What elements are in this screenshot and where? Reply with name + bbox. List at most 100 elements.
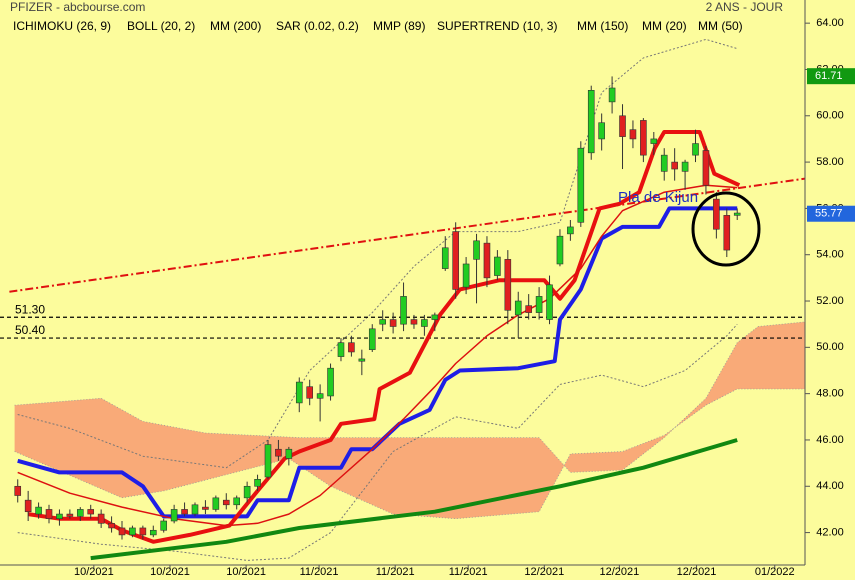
y-tick-label: 52.00 (816, 295, 844, 307)
candle-body (660, 154, 668, 172)
candle-body (713, 198, 720, 230)
candle-body (421, 319, 428, 327)
candle-body (254, 479, 261, 487)
candle-body (379, 319, 386, 325)
candle-body (535, 296, 543, 313)
x-tick-label: 10/2021 (150, 566, 190, 578)
candle-body (129, 527, 136, 536)
candle-body (525, 305, 532, 313)
candle-body (14, 485, 22, 496)
level-label: 51.30 (15, 302, 45, 316)
bollinger-upper (17, 38, 738, 469)
candle-body (723, 215, 731, 251)
x-tick-label: 11/2021 (376, 566, 415, 578)
candle-body (577, 147, 585, 223)
price-marker (807, 68, 855, 85)
candle-body (514, 300, 522, 316)
chart-title: PFIZER - abcbourse.com (10, 0, 145, 14)
candle-body (87, 509, 95, 515)
indicator-line (27, 130, 741, 544)
legend-entry: SAR (0.02, 0.2) (276, 19, 359, 33)
candle-body (681, 161, 689, 172)
candle-body (400, 296, 407, 325)
y-tick-label: 54.00 (816, 249, 844, 261)
candle-body (56, 513, 63, 519)
candle-body (149, 529, 157, 536)
legend-entry: MM (50) (698, 19, 743, 33)
price-marker-label: 55.77 (815, 208, 843, 220)
annotation: Pla de Kijun (618, 189, 698, 206)
cloud-span-a (14, 321, 805, 473)
legend-entry: MMP (89) (373, 19, 425, 33)
overlay: Pla de Kijun (618, 189, 761, 267)
y-tick-label: 64.00 (816, 17, 844, 29)
candle-body (118, 527, 126, 536)
candle-body (441, 247, 449, 269)
legend-entry: MM (150) (577, 19, 628, 33)
plot-area (0, 38, 805, 561)
candle-body (358, 358, 366, 362)
candle-body (431, 314, 439, 320)
x-tick-label: 01/2022 (755, 566, 795, 578)
y-tick-label: 42.00 (816, 526, 844, 538)
candle-body (191, 504, 199, 515)
candle-body (640, 120, 647, 156)
candle-body (45, 509, 53, 519)
x-tick-label: 12/2021 (677, 566, 717, 578)
x-tick-label: 10/2021 (226, 566, 266, 578)
y-tick-label: 50.00 (816, 341, 844, 353)
candle-body (170, 509, 178, 522)
candle-body (76, 509, 84, 517)
legend-entry: MM (20) (642, 19, 687, 33)
candle-body (567, 226, 574, 235)
x-tick-label: 10/2021 (74, 566, 114, 578)
candle-body (504, 259, 512, 311)
candle-body (275, 448, 282, 457)
candle-body (410, 319, 418, 325)
indicator-line (17, 184, 738, 527)
candle-body (160, 520, 168, 531)
candle-body (108, 523, 115, 529)
candle-body (702, 150, 710, 186)
candle-body (733, 212, 741, 216)
candle-body (629, 129, 637, 140)
candle-body (608, 87, 616, 103)
candle-body (473, 240, 480, 260)
candle-body (24, 499, 32, 513)
candle-body (348, 342, 355, 353)
indicator-line (90, 438, 738, 561)
y-tick-label: 60.00 (816, 110, 844, 122)
candle-body (316, 393, 324, 399)
price-marker (807, 205, 855, 222)
cloud-fill (14, 321, 805, 519)
cloud-span-b (14, 388, 805, 520)
candle-body (337, 342, 345, 357)
candle-body (692, 143, 699, 156)
legend-entry: SUPERTREND (10, 3) (437, 19, 557, 33)
highlight-circle (691, 191, 761, 267)
x-tick-label: 12/2021 (600, 566, 640, 578)
candle-body (97, 513, 105, 524)
price-marker-label: 61.71 (815, 70, 843, 82)
candle-body (233, 497, 241, 506)
candle-body (139, 527, 147, 536)
candle-body (483, 242, 491, 279)
x-tick-label: 11/2021 (300, 566, 339, 578)
y-tick-label: 48.00 (816, 388, 844, 400)
candle-body (66, 513, 74, 517)
candle-body (598, 122, 605, 140)
candle-body (389, 319, 397, 327)
x-tick-label: 11/2021 (449, 566, 488, 578)
legend-entry: ICHIMOKU (26, 9) (13, 19, 111, 33)
level-label: 50.40 (15, 323, 45, 337)
candle-body (462, 263, 470, 288)
x-tick-label: 12/2021 (524, 566, 564, 578)
candle-body (587, 90, 595, 154)
y-tick-label: 44.00 (816, 480, 844, 492)
y-tick-label: 46.00 (816, 434, 844, 446)
chart-subtitle: 2 ANS - JOUR (706, 0, 784, 14)
candle-body (295, 381, 303, 404)
candle-body (494, 256, 501, 276)
candle-body (202, 506, 209, 510)
